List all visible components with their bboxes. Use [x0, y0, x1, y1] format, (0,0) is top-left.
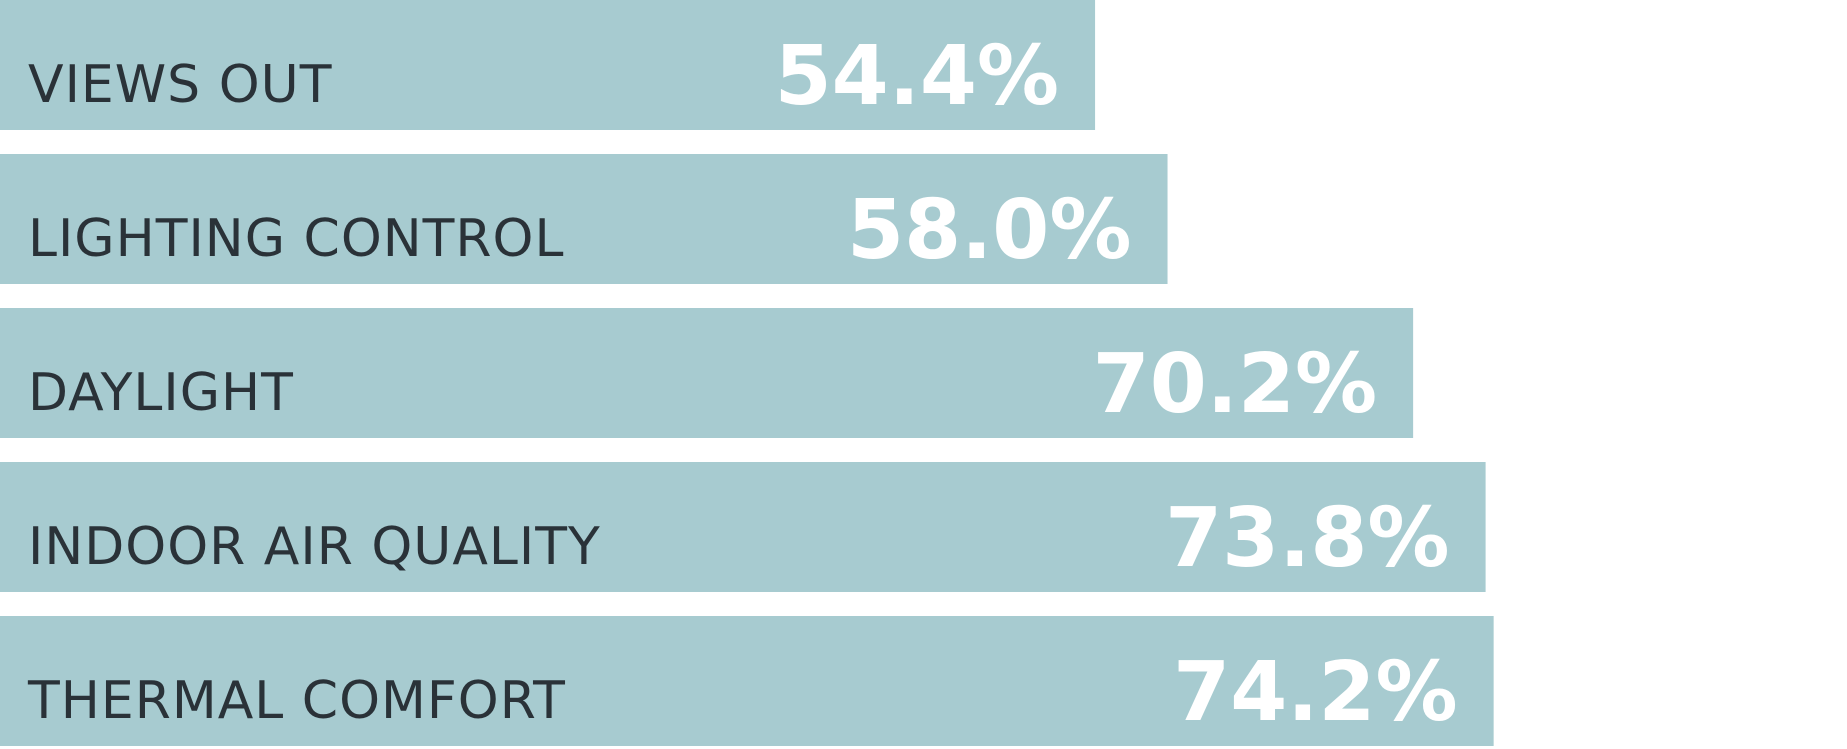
- value-label: 58.0%: [847, 183, 1131, 278]
- bar: [0, 0, 1096, 130]
- value-label: 54.4%: [775, 29, 1059, 124]
- bar: [0, 462, 1486, 592]
- category-label: INDOOR AIR QUALITY: [28, 517, 601, 577]
- value-label: 74.2%: [1173, 645, 1457, 740]
- category-label: THERMAL COMFORT: [27, 671, 566, 731]
- value-label: 70.2%: [1093, 337, 1377, 432]
- bar: [0, 616, 1494, 746]
- bar: [0, 154, 1168, 284]
- category-label: DAYLIGHT: [28, 363, 294, 423]
- bar: [0, 308, 1414, 438]
- category-label: LIGHTING CONTROL: [28, 209, 564, 269]
- value-label: 73.8%: [1165, 491, 1449, 586]
- category-label: VIEWS OUT: [28, 55, 332, 115]
